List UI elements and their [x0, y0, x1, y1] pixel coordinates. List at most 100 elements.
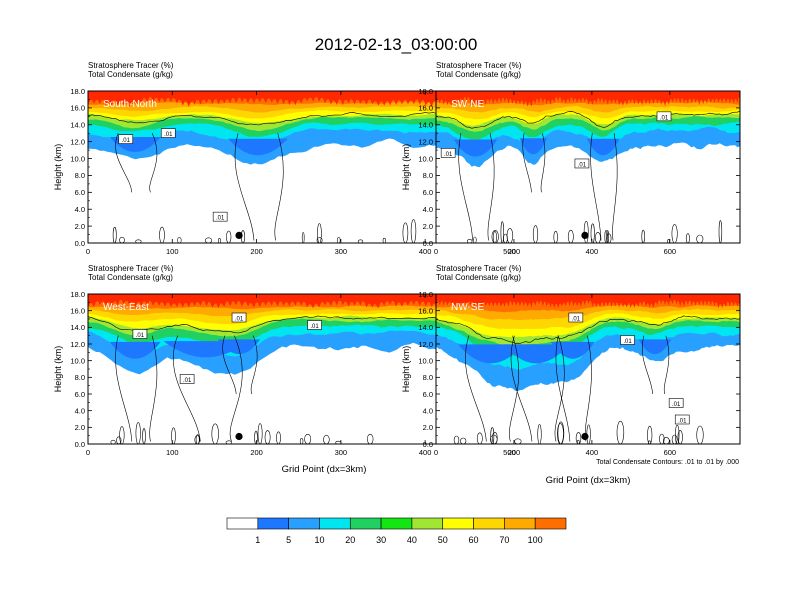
colorbar: 1 5 10 20 30 40 50 60 70 100	[226, 517, 567, 545]
colorbar-swatch	[504, 517, 536, 530]
y-tick-label: 2.0	[75, 423, 85, 432]
contour-surface-blob	[553, 230, 558, 243]
contour-surface-blob	[577, 439, 580, 444]
contour-plume-0	[115, 335, 158, 442]
x-tick-label: 400	[586, 247, 599, 256]
x-tick-label: 200	[250, 247, 263, 256]
y-tick-label: 0.0	[75, 440, 85, 449]
contour-label-box	[132, 329, 148, 339]
y-tick-label: 0.0	[423, 440, 433, 449]
contour-label: .01	[118, 134, 134, 144]
colorbar-label: 40	[407, 535, 417, 545]
colorbar-swatch	[226, 517, 259, 530]
y-tick-label: 12.0	[418, 340, 433, 349]
colorbar-swatch	[319, 517, 351, 530]
y-tick-label: 4.0	[75, 406, 85, 415]
colorbar-swatch	[442, 517, 474, 530]
contour-label-box	[179, 374, 195, 384]
x-tick-label: 400	[586, 448, 599, 457]
subtitle-tracer: Stratosphere Tracer (%)	[436, 264, 522, 273]
y-tick-label: 10.0	[70, 356, 85, 365]
contour-label: .01	[674, 414, 690, 425]
contour-surface-blob	[453, 435, 460, 444]
y-tick-label: 2.0	[423, 423, 433, 432]
contour-surface-blob	[382, 237, 386, 243]
contour-label-text: .01	[444, 152, 453, 158]
contour-surface-blob	[557, 423, 564, 444]
contour-surface-blob	[492, 431, 498, 444]
condensate-contours	[436, 315, 740, 444]
contour-label-box	[668, 398, 684, 408]
contour-label-box	[620, 335, 635, 345]
contour-note: Total Condensate Contours: .01 to .01 by…	[596, 459, 739, 466]
contour-label-text: .01	[216, 216, 225, 222]
y-tick-label: 10.0	[418, 154, 433, 163]
x-tick-label: 200	[508, 247, 521, 256]
contour-label-box	[656, 111, 672, 122]
y-tick-label: 10.0	[70, 154, 85, 163]
contour-surface-blob	[659, 433, 665, 444]
x-axis-label: Grid Point (dx=3km)	[282, 464, 367, 475]
contour-plume-1	[172, 335, 243, 442]
x-tick-label: 400	[419, 448, 432, 457]
tracer-dip-0	[109, 341, 161, 359]
y-tick-label: 0.0	[423, 239, 433, 248]
colorbar-label: 10	[314, 535, 324, 545]
tracer-band-top	[436, 91, 740, 107]
colorbar-label: 70	[499, 535, 509, 545]
y-tick-label: 16.0	[418, 306, 433, 315]
contour-surface-blob	[567, 229, 574, 243]
contour-surface-blob	[641, 229, 645, 243]
colorbar-label: 5	[286, 535, 291, 545]
colorbar-swatch	[473, 517, 505, 530]
contour-label: .01	[656, 111, 672, 122]
colorbar-swatch	[288, 517, 320, 530]
contour-surface-blob	[460, 437, 467, 444]
tracer-dip-1	[228, 138, 288, 156]
contour-label-text: .01	[672, 402, 681, 408]
tracer-field	[436, 91, 740, 168]
y-tick-label: 8.0	[423, 171, 433, 180]
y-tick-label: 10.0	[418, 356, 433, 365]
contour-label-box	[231, 312, 247, 323]
y-axis-label: Height (km)	[53, 346, 63, 393]
contour-label-text: .01	[122, 138, 131, 144]
y-tick-label: 8.0	[75, 171, 85, 180]
colorbar-swatch	[349, 517, 382, 530]
location-marker	[581, 231, 589, 239]
contour-surface-blob	[718, 220, 723, 243]
subtitle-tracer: Stratosphere Tracer (%)	[88, 61, 174, 70]
contour-label-text: .01	[623, 339, 632, 345]
tracer-dip-0	[453, 139, 498, 157]
panel-label: NW-SE	[451, 302, 484, 313]
contour-surface-blob	[675, 424, 680, 444]
y-tick-label: 8.0	[75, 373, 85, 382]
contour-surface-blob	[135, 422, 141, 444]
contour-plume-0	[115, 133, 158, 193]
y-tick-label: 6.0	[75, 188, 85, 197]
colorbar-label: 20	[345, 535, 355, 545]
panel-label: South-North	[103, 99, 157, 110]
y-tick-label: 16.0	[70, 104, 85, 113]
contour-plume-2	[590, 133, 618, 241]
x-tick-label: 0	[434, 448, 438, 457]
contour-label-text: .01	[678, 419, 687, 425]
y-tick-label: 12.0	[418, 137, 433, 146]
y-tick-label: 4.0	[423, 205, 433, 214]
y-tick-label: 6.0	[75, 390, 85, 399]
contour-upper	[436, 110, 740, 129]
x-tick-label: 0	[86, 448, 90, 457]
contour-surface-blob	[616, 420, 625, 444]
colorbar-swatch	[380, 517, 413, 530]
contour-label-box	[674, 414, 690, 425]
y-tick-label: 18.0	[418, 290, 433, 299]
contour-label: .01	[132, 329, 148, 339]
x-tick-label: 200	[508, 448, 521, 457]
contour-surface-blob	[671, 224, 678, 243]
colorbar-swatch	[534, 517, 567, 530]
subtitle-condensate: Total Condensate (g/kg)	[436, 70, 521, 79]
contour-surface-blob	[226, 230, 232, 243]
contour-surface-blob	[299, 438, 304, 444]
subtitle-tracer: Stratosphere Tracer (%)	[88, 264, 174, 273]
contour-label: .01	[212, 211, 228, 222]
